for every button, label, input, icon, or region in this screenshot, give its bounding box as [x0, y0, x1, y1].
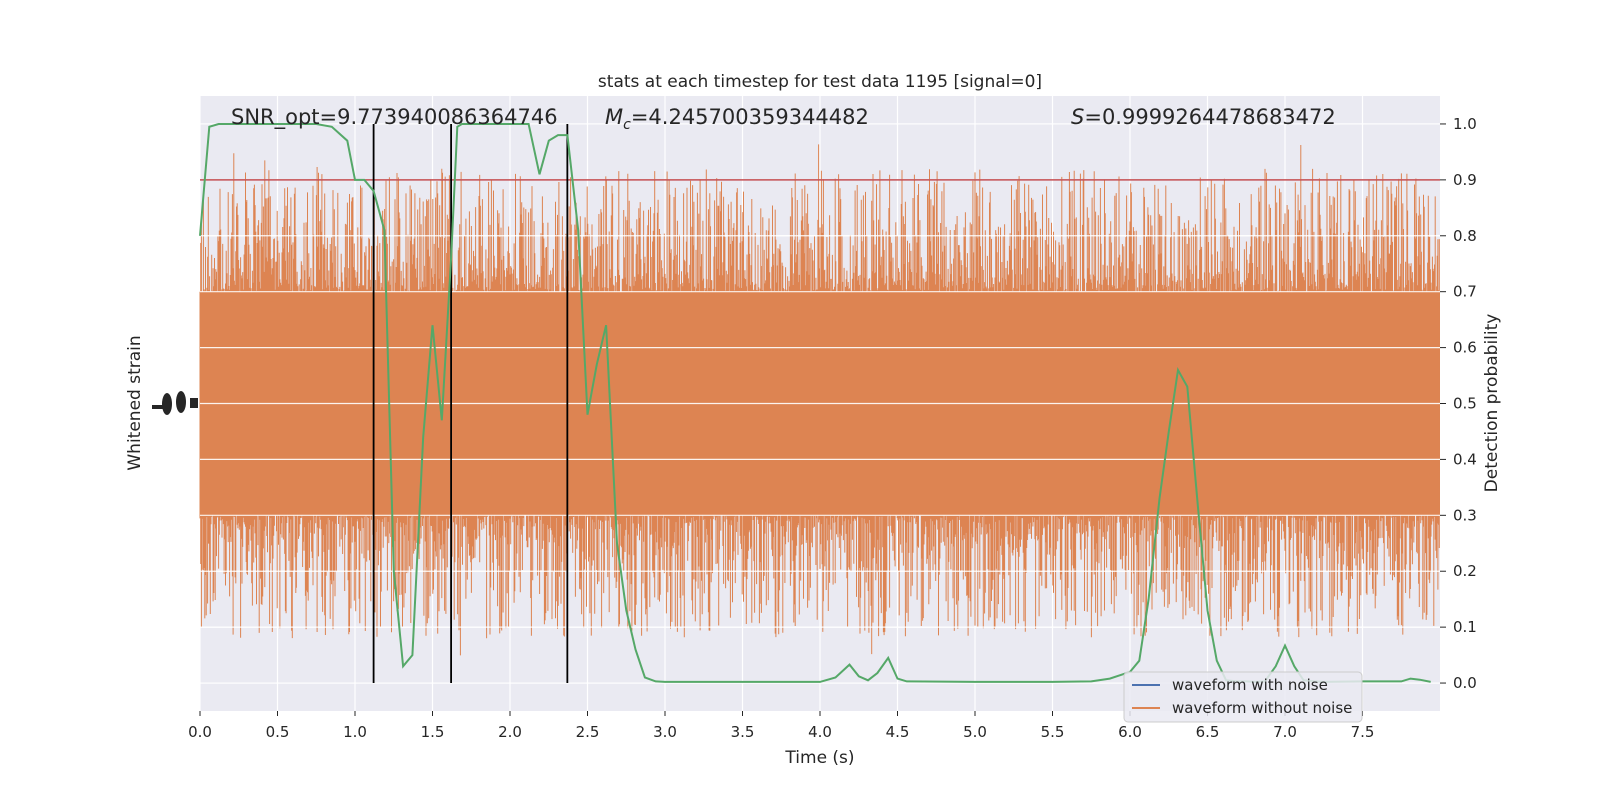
chart-title: stats at each timestep for test data 119…: [598, 72, 1042, 92]
mc-symbol: M: [605, 105, 623, 129]
x-tick-label: 6.0: [1118, 723, 1142, 741]
y-tick-label: 0.0: [1453, 674, 1477, 692]
legend-label-without-noise: waveform without noise: [1172, 699, 1352, 717]
y-left-axis-label: Whitened strain: [125, 335, 145, 470]
y-tick-label: 0.6: [1453, 339, 1477, 357]
s-value: =0.9999264478683472: [1084, 105, 1335, 129]
x-tick-label: 7.0: [1273, 723, 1297, 741]
y-right-axis-ticks: 0.0 0.1 0.2 0.3 0.4 0.5 0.6 0.7 0.8 0.9 1.0: [1440, 115, 1477, 692]
mc-value: =4.245700359344482: [631, 105, 869, 129]
y-tick-label: 0.7: [1453, 283, 1477, 301]
y-right-axis-label: Detection probability: [1482, 314, 1502, 493]
y-tick-label: 0.5: [1453, 395, 1477, 413]
x-tick-label: 5.0: [963, 723, 987, 741]
x-tick-label: 4.5: [886, 723, 910, 741]
y-tick-label: 0.9: [1453, 171, 1477, 189]
y-tick-label: 0.8: [1453, 227, 1477, 245]
s-symbol: S: [1071, 105, 1084, 129]
y-tick-label: 0.1: [1453, 618, 1477, 636]
mc-annotation: Mc=4.245700359344482: [605, 105, 869, 133]
x-tick-label: 0.0: [188, 723, 212, 741]
x-tick-label: 3.0: [653, 723, 677, 741]
x-tick-label: 1.5: [421, 723, 445, 741]
left-axis-ticks: [152, 391, 198, 415]
strain-noise-path: [199, 144, 1440, 656]
legend: waveform with noise waveform without noi…: [1123, 671, 1363, 723]
y-tick-label: 0.4: [1453, 450, 1477, 468]
x-tick-label: 2.0: [498, 723, 522, 741]
s-annotation: S=0.9999264478683472: [1071, 105, 1336, 129]
x-tick-label: 1.0: [343, 723, 367, 741]
y-tick-label: 1.0: [1453, 115, 1477, 133]
y-gridlines-overlay: [200, 123, 1440, 684]
x-tick-label: 7.5: [1351, 723, 1375, 741]
x-tick-label: 5.5: [1041, 723, 1065, 741]
y-tick-label: 0.2: [1453, 562, 1477, 580]
x-axis-ticks: 0.0 0.5 1.0 1.5 2.0 2.5 3.0 3.5 4.0 4.5 5.0 5.5 6.0 6…: [188, 711, 1374, 741]
x-tick-label: 6.5: [1196, 723, 1220, 741]
legend-label-with-noise: waveform with noise: [1172, 676, 1328, 694]
vertical-markers: [372, 123, 569, 684]
x-tick-label: 0.5: [266, 723, 290, 741]
x-tick-label: 3.5: [731, 723, 755, 741]
x-tick-label: 2.5: [576, 723, 600, 741]
x-tick-label: 4.0: [808, 723, 832, 741]
snr-annotation: SNR_opt=9.773940086364746: [231, 105, 558, 130]
y-tick-label: 0.3: [1453, 506, 1477, 524]
x-axis-label: Time (s): [784, 748, 854, 768]
mc-subscript: c: [623, 117, 631, 133]
